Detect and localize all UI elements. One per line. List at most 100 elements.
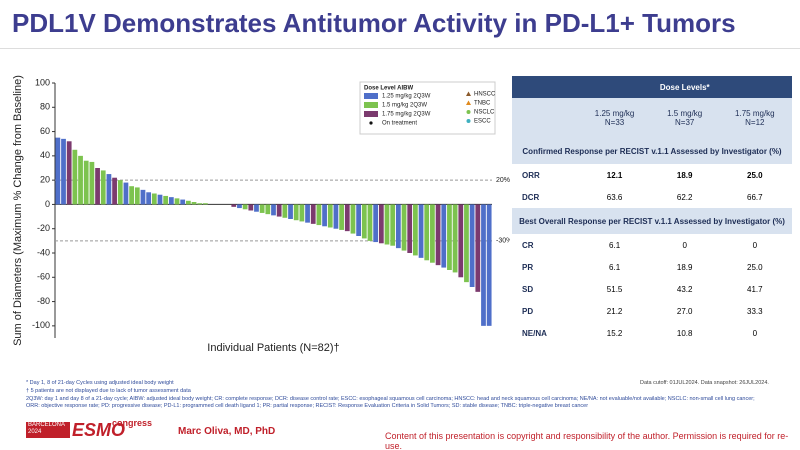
cell: 51.5 bbox=[606, 284, 623, 294]
column-line: 1.5 mg/kg bbox=[667, 109, 703, 118]
row-label: SD bbox=[522, 284, 534, 294]
footnote: 2Q3W: day 1 and day 8 of a 21-day cycle;… bbox=[26, 396, 755, 409]
cell: 41.7 bbox=[747, 284, 763, 294]
legend-label: ESCC bbox=[474, 119, 491, 125]
bar bbox=[316, 204, 322, 226]
legend-label: 1.75 mg/kg 2Q3W bbox=[382, 112, 431, 118]
y-tick-label: -40 bbox=[37, 247, 50, 257]
footnote: † 5 patients are not displayed due to la… bbox=[26, 388, 191, 394]
cell: 0 bbox=[752, 240, 758, 250]
column-line: N=37 bbox=[675, 118, 695, 127]
bar bbox=[430, 204, 435, 263]
bar bbox=[185, 200, 191, 205]
legend-label: 1.5 mg/kg 2Q3W bbox=[382, 103, 427, 109]
chart: -100 -80 -60 -40 -20 0 20 40 60 80 100 20% -30% Sum o… bbox=[12, 75, 510, 354]
y-tick-label: 80 bbox=[40, 102, 50, 112]
cell: 18.9 bbox=[676, 262, 693, 272]
bar bbox=[151, 193, 157, 205]
cell bbox=[512, 98, 578, 138]
row: PR 6.1 18.9 25.0 bbox=[512, 256, 792, 278]
row-label: ORR bbox=[522, 170, 540, 180]
legend-label: On treatment bbox=[382, 121, 417, 127]
row: DCR 63.6 62.2 66.7 bbox=[512, 186, 792, 208]
bar bbox=[395, 204, 401, 249]
bar bbox=[282, 204, 288, 218]
bar bbox=[390, 204, 396, 246]
row-label: NE/NA bbox=[522, 328, 547, 338]
cell: 6.1 bbox=[609, 262, 621, 272]
section-title: Best Overall Response per RECIST v.1.1 A… bbox=[512, 208, 792, 234]
legend-label: HNSCC bbox=[474, 92, 496, 98]
column-header: 1.25 mg/kg N=33 bbox=[577, 98, 652, 138]
bar bbox=[259, 204, 265, 213]
section-row: Best Overall Response per RECIST v.1.1 A… bbox=[512, 208, 792, 234]
bar bbox=[55, 137, 61, 205]
bar bbox=[441, 204, 447, 268]
row: CR 6.1 0 0 bbox=[512, 234, 792, 256]
bar bbox=[418, 204, 424, 258]
cell: 10.8 bbox=[676, 328, 693, 338]
row-label: PD bbox=[522, 306, 534, 316]
legend-marker bbox=[466, 119, 471, 123]
bar bbox=[447, 204, 452, 270]
results-table: Dose Levels* 1.25 mg/kg N=33 1.5 mg/kg N=37 1… bbox=[512, 76, 792, 344]
row-label: CR bbox=[522, 240, 534, 250]
bar bbox=[95, 168, 100, 205]
bar bbox=[231, 204, 237, 207]
congress-name: ESMO bbox=[72, 420, 126, 440]
reference-label: -30% bbox=[496, 238, 510, 245]
bar bbox=[237, 204, 242, 209]
legend-swatch bbox=[364, 111, 378, 117]
bar bbox=[299, 204, 305, 222]
y-tick-label: 40 bbox=[40, 150, 50, 160]
bar bbox=[481, 204, 486, 326]
bar bbox=[401, 204, 407, 251]
bar bbox=[242, 204, 248, 210]
congress-word: congress bbox=[112, 418, 153, 428]
bar bbox=[163, 195, 169, 205]
column-line: N=33 bbox=[604, 118, 625, 127]
cell: 15.2 bbox=[606, 328, 623, 338]
bar bbox=[180, 199, 186, 205]
bar bbox=[361, 204, 367, 239]
legend-swatch bbox=[364, 102, 378, 108]
bar bbox=[197, 203, 203, 205]
bar bbox=[469, 204, 475, 287]
slide-title: PDL1V Demonstrates Antitumor Activity in… bbox=[12, 8, 736, 38]
cell: 18.9 bbox=[676, 170, 693, 180]
y-tick-label: -100 bbox=[32, 320, 50, 330]
bar bbox=[271, 204, 276, 216]
bar bbox=[373, 204, 379, 243]
bar bbox=[203, 203, 208, 205]
congress-badge: BARCELONA 2024 bbox=[26, 422, 70, 438]
bar bbox=[66, 141, 72, 205]
row: ORR 12.1 18.9 25.0 bbox=[512, 164, 792, 186]
bar bbox=[83, 160, 89, 205]
column-row: 1.25 mg/kg N=33 1.5 mg/kg N=37 1.75 mg/kg N=1… bbox=[512, 98, 792, 138]
legend-marker bbox=[466, 100, 471, 105]
y-tick-label: 100 bbox=[35, 77, 50, 87]
cell bbox=[512, 76, 577, 98]
bar bbox=[475, 204, 481, 292]
divider bbox=[0, 48, 800, 49]
legend-marker bbox=[369, 121, 373, 125]
row: NE/NA 15.2 10.8 0 bbox=[512, 322, 792, 344]
bar bbox=[254, 204, 259, 212]
bar bbox=[327, 204, 333, 228]
bar bbox=[191, 202, 197, 205]
cell: 0 bbox=[752, 328, 758, 338]
y-tick-label: -20 bbox=[37, 223, 50, 233]
cell: 0 bbox=[682, 240, 687, 250]
bar bbox=[407, 204, 413, 253]
footnote: * Day 1, 8 of 21-day Cycles using adjust… bbox=[26, 380, 174, 386]
y-tick-label: -60 bbox=[37, 272, 50, 282]
row-label: DCR bbox=[522, 192, 540, 202]
bar bbox=[248, 204, 254, 211]
cell: 12.1 bbox=[606, 170, 623, 180]
legend-label: TNBC bbox=[474, 101, 491, 107]
cell: 66.7 bbox=[747, 192, 763, 202]
bar bbox=[89, 161, 95, 205]
bar bbox=[168, 197, 174, 205]
cell: 21.2 bbox=[606, 306, 623, 316]
